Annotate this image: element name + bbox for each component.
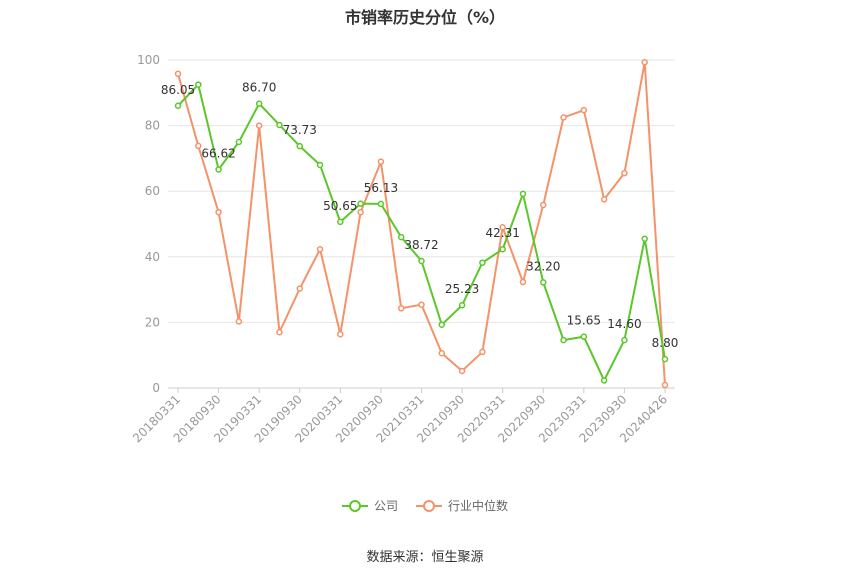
data-point-industry-median [357, 208, 364, 216]
x-axis: 2018033120180930201903312019093020200331… [130, 387, 675, 445]
data-point-industry-median [255, 122, 263, 129]
data-point-company [377, 200, 385, 208]
data-point-industry-median [316, 246, 324, 253]
data-label: 86.70 [242, 81, 276, 95]
data-labels: 86.05 66.62 86.70 73.73 50.65 56.13 38.72 25.23… [161, 81, 679, 351]
data-point-industry-median [641, 59, 648, 66]
legend-label-company: 公司 [373, 499, 398, 513]
data-point-industry-median [560, 114, 567, 121]
y-tick-label: 0 [152, 381, 160, 395]
data-point-company [479, 259, 486, 266]
data-point-company [418, 257, 425, 265]
data-label: 15.65 [567, 314, 601, 328]
data-point-industry-median [580, 106, 588, 114]
series-line-industry-median [177, 61, 666, 386]
data-point-company [235, 138, 243, 146]
data-point-industry-median [174, 70, 182, 78]
data-point-industry-median [195, 142, 202, 150]
data-point-company [600, 377, 608, 384]
data-label: 42.31 [485, 226, 519, 240]
data-point-company [641, 235, 648, 243]
data-label: 73.73 [283, 123, 317, 137]
data-point-industry-median [519, 278, 527, 286]
data-label: 32.20 [526, 259, 560, 273]
legend-label-industry-median: 行业中位数 [448, 499, 509, 513]
legend-item-industry-median[interactable]: 行业中位数 [416, 497, 508, 514]
data-label: 38.72 [404, 238, 438, 252]
data-point-industry-median [600, 196, 608, 203]
data-point-industry-median [540, 201, 547, 209]
data-point-industry-median [337, 330, 344, 338]
data-point-industry-median [215, 208, 222, 216]
data-point-industry-median [418, 301, 425, 308]
data-label: 50.65 [323, 199, 357, 213]
data-point-company [560, 336, 567, 344]
y-tick-label: 60 [145, 184, 160, 198]
data-point-industry-median [377, 158, 385, 165]
series-group [174, 59, 669, 389]
data-point-industry-median [458, 367, 466, 375]
legend-swatch-industry-median [416, 499, 442, 513]
data-point-company [337, 218, 344, 226]
y-axis: 0 20 40 60 80 100 [137, 53, 160, 395]
data-point-company [316, 161, 324, 169]
data-point-company [580, 333, 588, 340]
data-label: 66.62 [201, 146, 235, 160]
data-point-company [397, 233, 405, 241]
legend: 公司 行业中位数 [0, 497, 850, 514]
data-source: 数据来源：恒生聚源 [366, 550, 484, 565]
data-point-company [357, 200, 364, 207]
data-point-industry-median [499, 224, 506, 231]
data-point-company [661, 355, 669, 363]
data-point-industry-median [276, 328, 283, 336]
series-line-company [177, 83, 666, 382]
data-point-company [438, 321, 446, 328]
chart-title: 市销率历史分位（%） [344, 8, 506, 27]
data-label: 25.23 [445, 282, 479, 296]
data-point-company [296, 142, 303, 150]
data-point-company [215, 166, 222, 173]
data-point-industry-median [661, 381, 669, 389]
y-tick-label: 20 [145, 315, 160, 329]
data-point-industry-median [296, 285, 303, 292]
data-label: 8.80 [652, 336, 679, 350]
data-point-company [540, 279, 547, 286]
y-tick-label: 80 [145, 119, 160, 133]
data-point-industry-median [438, 349, 446, 357]
legend-swatch-company [341, 499, 368, 513]
data-point-company [519, 190, 527, 198]
data-point-company [276, 121, 283, 129]
data-point-company [174, 102, 182, 110]
data-point-company [255, 100, 263, 107]
data-point-industry-median [235, 318, 243, 325]
data-point-industry-median [479, 348, 486, 356]
legend-item-company[interactable]: 公司 [341, 497, 398, 514]
data-point-company [621, 336, 628, 344]
data-point-company [499, 245, 506, 253]
data-point-industry-median [397, 305, 405, 312]
data-point-company [458, 301, 466, 309]
data-point-industry-median [621, 169, 628, 177]
data-label: 14.60 [607, 317, 641, 331]
y-tick-label: 40 [145, 250, 160, 264]
data-label: 56.13 [364, 181, 398, 195]
data-label: 86.05 [161, 83, 195, 97]
grid-lines [168, 59, 675, 389]
y-tick-label: 100 [137, 53, 160, 67]
data-point-company [195, 81, 202, 88]
